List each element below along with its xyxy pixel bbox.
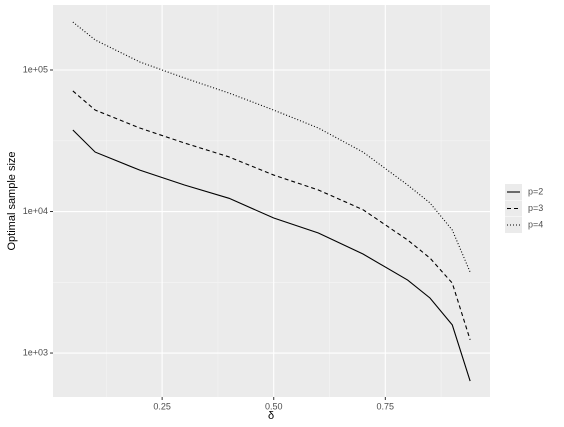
y-tick-label: 1e+05 xyxy=(23,64,48,74)
legend-key xyxy=(505,200,522,217)
y-tick-label: 1e+04 xyxy=(23,206,48,216)
x-axis-title: δ xyxy=(268,410,274,422)
y-tick-label: 1e+03 xyxy=(23,347,48,357)
panel xyxy=(53,5,490,397)
series-line xyxy=(72,129,471,382)
legend-label: p=4 xyxy=(528,219,543,229)
legend-label: p=2 xyxy=(528,186,543,196)
x-tick-label: 0.25 xyxy=(153,401,171,411)
legend-label: p=3 xyxy=(528,203,543,213)
x-tick-label: 0.50 xyxy=(265,401,283,411)
y-axis-title: Optimal sample size xyxy=(6,151,18,250)
x-tick-label: 0.75 xyxy=(377,401,395,411)
